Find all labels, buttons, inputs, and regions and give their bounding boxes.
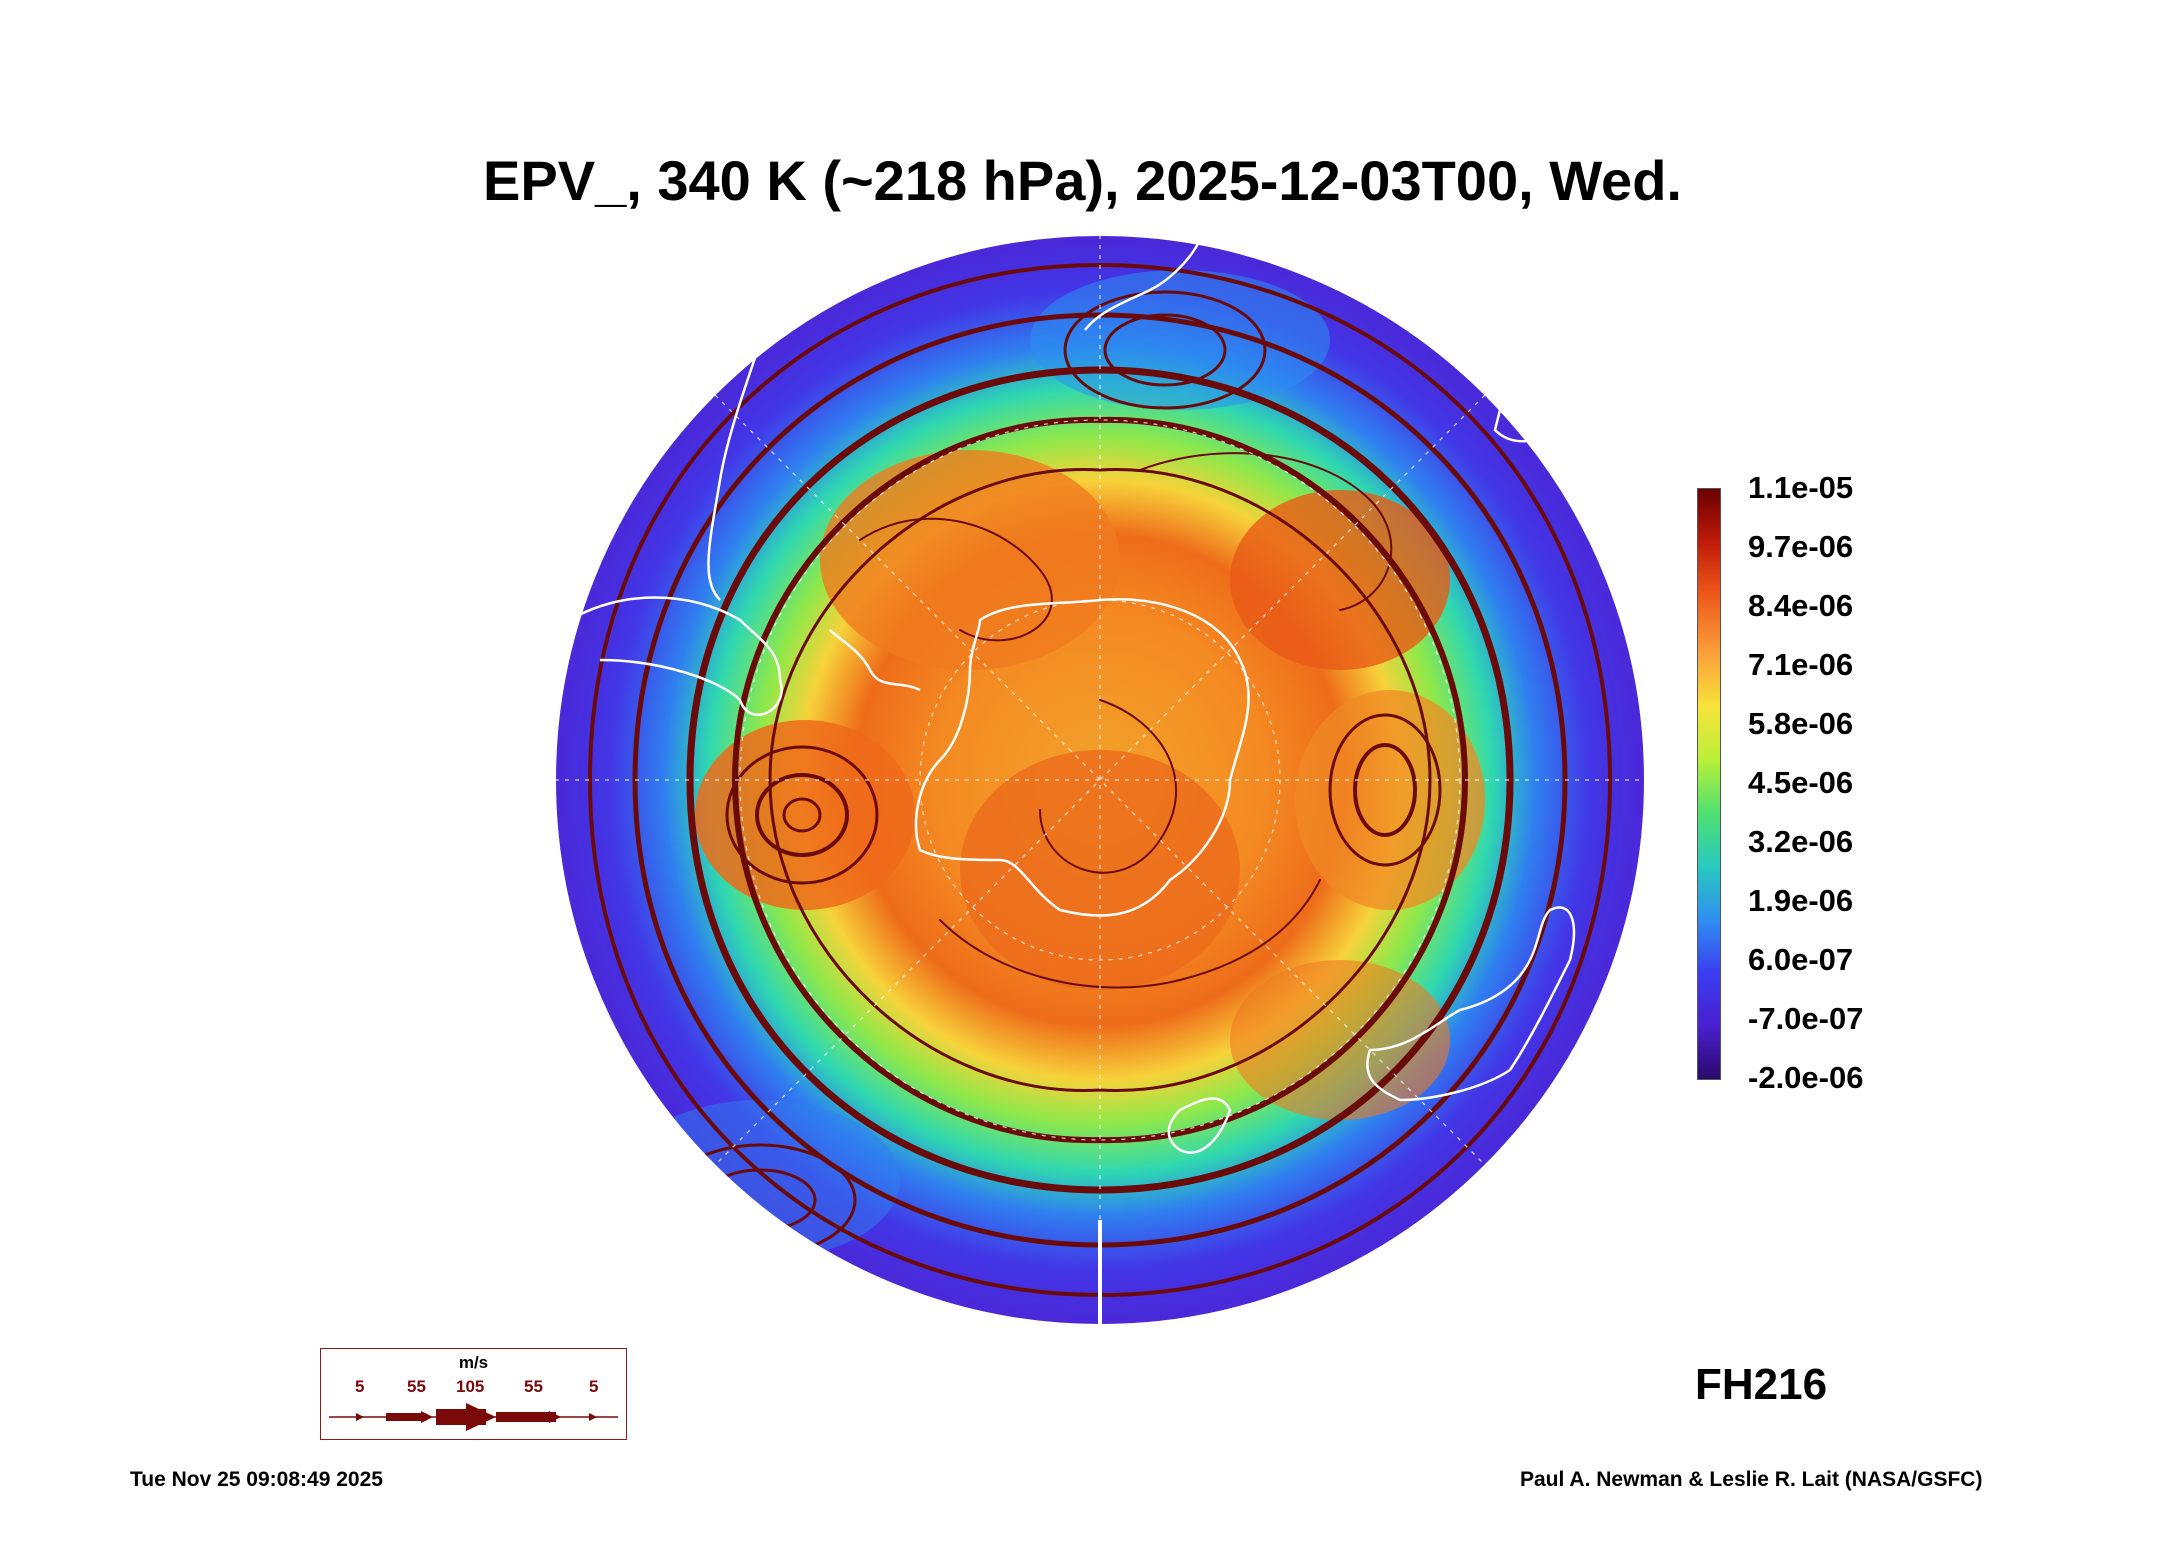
colorbar-tick: 9.7e-06 xyxy=(1748,529,1854,564)
wind-speed-legend: m/s 5 55 105 55 5 xyxy=(320,1348,627,1440)
forecast-hour-label: FH216 xyxy=(1695,1360,1828,1409)
polar-map xyxy=(554,234,1646,1326)
wind-arrow-scale xyxy=(329,1403,618,1431)
colorbar-ticks: 1.1e-05 9.7e-06 8.4e-06 7.1e-06 5.8e-06 … xyxy=(1748,470,1948,1110)
colorbar-tick: 6.0e-07 xyxy=(1748,942,1854,977)
timestamp: Tue Nov 25 09:08:49 2025 xyxy=(130,1468,383,1491)
colorbar-tick: 4.5e-06 xyxy=(1748,765,1854,800)
epv-lobe xyxy=(960,750,1240,990)
colorbar-tick: 8.4e-06 xyxy=(1748,588,1854,623)
colorbar-tick: 5.8e-06 xyxy=(1748,706,1854,741)
colorbar xyxy=(1697,488,1721,1080)
colorbar-tick: 7.1e-06 xyxy=(1748,647,1854,682)
epv-lobe xyxy=(820,450,1120,670)
wind-legend-label: 5 xyxy=(589,1377,599,1396)
map-boundary xyxy=(554,234,1646,1326)
wind-legend-label: 105 xyxy=(456,1377,485,1396)
epv-low-region xyxy=(1030,270,1330,410)
wind-legend-label: 5 xyxy=(355,1377,365,1396)
credit: Paul A. Newman & Leslie R. Lait (NASA/GS… xyxy=(1520,1468,1983,1491)
epv-lobe xyxy=(1295,690,1485,910)
wind-legend-label: 55 xyxy=(524,1377,543,1396)
colorbar-tick: 1.9e-06 xyxy=(1748,883,1854,918)
epv-lobe xyxy=(1230,960,1450,1120)
colorbar-tick: 3.2e-06 xyxy=(1748,824,1854,859)
wind-unit: m/s xyxy=(458,1353,489,1372)
epv-lobe xyxy=(1230,490,1450,670)
wind-legend-label: 55 xyxy=(407,1377,426,1396)
colorbar-tick: -2.0e-06 xyxy=(1748,1060,1864,1095)
map-title: EPV_, 340 K (~218 hPa), 2025-12-03T00, W… xyxy=(483,149,1682,212)
colorbar-tick: 1.1e-05 xyxy=(1748,470,1854,505)
colorbar-tick: -7.0e-07 xyxy=(1748,1001,1864,1036)
graticule xyxy=(555,235,1645,1325)
